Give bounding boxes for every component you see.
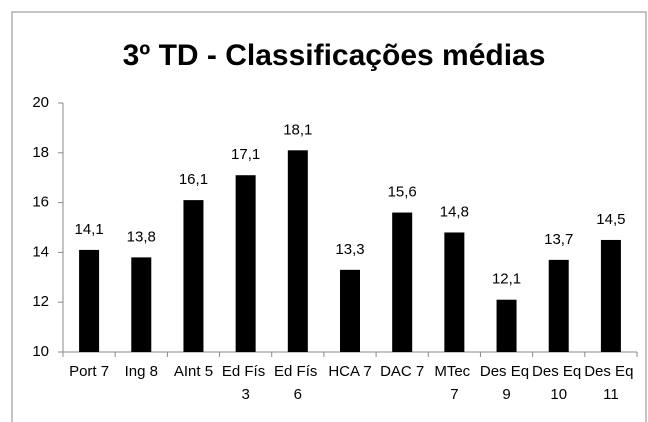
- x-tick-label: MTec 7: [434, 363, 474, 403]
- value-label: 13,3: [335, 241, 364, 258]
- bar: [131, 257, 152, 352]
- value-label: 15,6: [388, 184, 417, 201]
- bar: [600, 239, 621, 352]
- x-tick-label: Ed Fís 3: [222, 363, 270, 403]
- y-tick-label: 14: [32, 243, 49, 260]
- bar: [548, 259, 569, 352]
- value-label: 16,1: [179, 171, 208, 188]
- x-tick-label: Ed Fís 6: [274, 363, 322, 403]
- bar: [392, 212, 413, 352]
- y-tick-label: 12: [32, 293, 49, 310]
- chart-frame: [11, 11, 647, 422]
- value-label: 14,8: [440, 203, 469, 220]
- value-label: 13,7: [544, 231, 573, 248]
- x-tick-label: Port 7: [69, 363, 109, 380]
- bar: [235, 175, 256, 352]
- y-tick-label: 16: [32, 194, 49, 211]
- bar: [444, 232, 465, 352]
- y-tick-label: 20: [32, 94, 49, 111]
- bar: [496, 299, 517, 352]
- x-tick-label: Des Eq 11: [584, 363, 637, 403]
- y-tick-label: 10: [32, 343, 49, 360]
- value-label: 17,1: [231, 146, 260, 163]
- x-tick-label: AInt 5: [174, 363, 213, 380]
- x-tick-label: Des Eq 10: [532, 363, 585, 403]
- chart-title: 3º TD - Classificações médias: [123, 39, 546, 72]
- value-label: 18,1: [283, 121, 312, 138]
- value-label: 13,8: [127, 228, 156, 245]
- bar: [340, 269, 360, 352]
- value-label: 12,1: [492, 271, 521, 288]
- bar: [287, 150, 308, 352]
- y-tick-label: 18: [32, 144, 49, 161]
- value-label: 14,5: [596, 211, 625, 228]
- value-label: 14,1: [74, 221, 103, 238]
- x-tick-label: Des Eq 9: [480, 363, 533, 403]
- bar: [79, 249, 100, 352]
- x-tick-label: HCA 7: [328, 363, 371, 380]
- bar: [183, 200, 204, 352]
- x-tick-label: DAC 7: [380, 363, 424, 380]
- x-tick-label: Ing 8: [125, 363, 158, 380]
